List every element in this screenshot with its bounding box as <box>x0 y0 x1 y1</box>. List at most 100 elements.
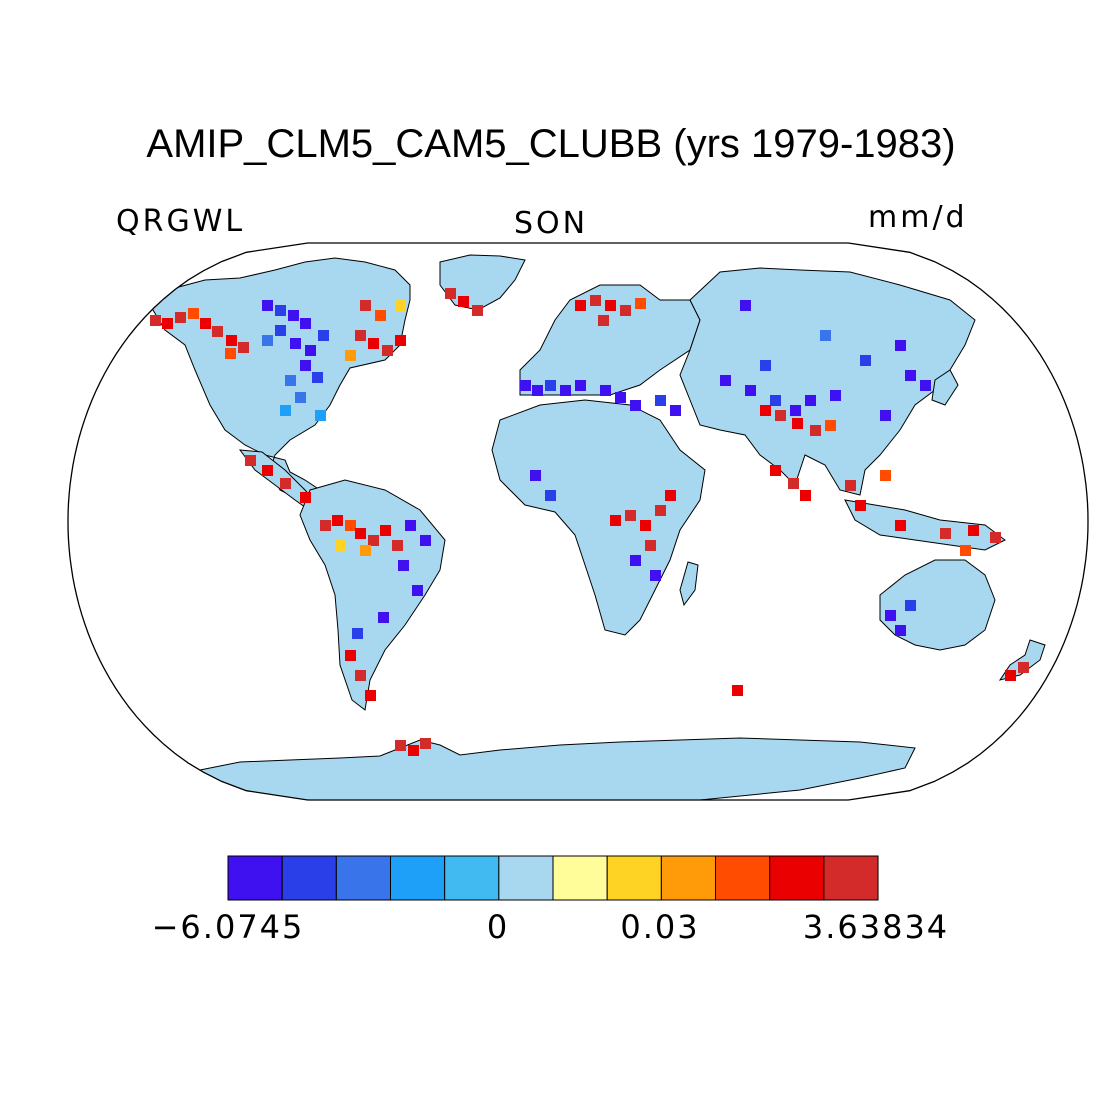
anomaly-cell <box>392 540 403 551</box>
anomaly-cell <box>775 410 786 421</box>
anomaly-cell <box>920 380 931 391</box>
colorbar-label-max: 3.63834 <box>802 908 950 946</box>
anomaly-cell <box>885 610 896 621</box>
anomaly-cell <box>720 375 731 386</box>
anomaly-cell <box>315 410 326 421</box>
colorbar-swatch <box>606 855 662 901</box>
units-label: mm/d <box>868 200 968 235</box>
anomaly-cell <box>905 370 916 381</box>
anomaly-cell <box>640 520 651 531</box>
season-label: SON <box>513 206 589 241</box>
anomaly-cell <box>600 385 611 396</box>
anomaly-cell <box>810 425 821 436</box>
colorbar-swatch <box>281 855 337 901</box>
anomaly-cell <box>855 500 866 511</box>
anomaly-cell <box>630 555 641 566</box>
anomaly-cell <box>226 335 237 346</box>
anomaly-cell <box>845 480 856 491</box>
anomaly-cell <box>355 330 366 341</box>
anomaly-cell <box>420 738 431 749</box>
anomaly-cell <box>770 395 781 406</box>
anomaly-cell <box>665 490 676 501</box>
land-south-america <box>299 479 446 711</box>
anomaly-cell <box>345 350 356 361</box>
land-japan <box>931 369 959 406</box>
colorbar-label-min: −6.0745 <box>151 908 305 946</box>
anomaly-cell <box>458 296 469 307</box>
anomaly-cell <box>285 375 296 386</box>
anomaly-cell <box>300 492 311 503</box>
anomaly-cell <box>560 385 571 396</box>
anomaly-cell <box>472 305 483 316</box>
anomaly-cell <box>345 650 356 661</box>
anomaly-cell <box>262 335 273 346</box>
anomaly-cell <box>990 532 1001 543</box>
anomaly-cell <box>150 315 161 326</box>
anomaly-cell <box>880 470 891 481</box>
anomaly-cell <box>655 505 666 516</box>
anomaly-cell <box>420 535 431 546</box>
anomaly-cell <box>365 690 376 701</box>
anomaly-cell <box>792 418 803 429</box>
anomaly-cell <box>770 465 781 476</box>
anomaly-cell <box>590 295 601 306</box>
anomaly-cell <box>830 390 841 401</box>
colorbar-swatch <box>498 855 554 901</box>
anomaly-cell <box>275 325 286 336</box>
anomaly-cell <box>378 612 389 623</box>
anomaly-cell <box>895 340 906 351</box>
land-asia <box>679 267 976 496</box>
anomaly-cell <box>262 465 273 476</box>
anomaly-cell <box>598 315 609 326</box>
anomaly-cell <box>1018 662 1029 673</box>
colorbar-label-003: 0.03 <box>620 908 700 946</box>
anomaly-cell <box>895 520 906 531</box>
anomaly-cell <box>405 520 416 531</box>
anomaly-cell <box>312 372 323 383</box>
anomaly-cell <box>162 318 173 329</box>
anomaly-cell <box>645 540 656 551</box>
anomaly-cell <box>960 545 971 556</box>
anomaly-cell <box>408 745 419 756</box>
anomaly-cell <box>805 395 816 406</box>
colorbar <box>227 855 879 901</box>
anomaly-cell <box>380 525 391 536</box>
anomaly-cell <box>355 528 366 539</box>
anomaly-cell <box>352 628 363 639</box>
anomaly-cell <box>335 540 346 551</box>
map-border <box>67 242 1089 801</box>
anomaly-cell <box>545 380 556 391</box>
anomaly-cell <box>630 400 641 411</box>
anomaly-cell <box>895 625 906 636</box>
anomaly-cell <box>280 405 291 416</box>
anomaly-cell <box>1005 670 1016 681</box>
land-antarctica <box>198 737 916 800</box>
plot-title: AMIP_CLM5_CAM5_CLUBB (yrs 1979-1983) <box>146 122 956 166</box>
anomaly-cell <box>788 478 799 489</box>
colorbar-swatch <box>390 855 446 901</box>
land-maritime-continent <box>844 499 1006 551</box>
anomaly-cell <box>545 490 556 501</box>
colorbar-swatch <box>335 855 392 901</box>
anomaly-cell <box>188 308 199 319</box>
land-regions <box>149 254 1046 800</box>
anomaly-cell <box>398 560 409 571</box>
anomaly-cell <box>288 310 299 321</box>
anomaly-cell <box>200 318 211 329</box>
anomaly-cell <box>655 395 666 406</box>
anomaly-cell <box>295 392 306 403</box>
anomaly-cell <box>395 300 406 311</box>
colorbar-swatch <box>227 855 283 901</box>
anomaly-cell <box>905 600 916 611</box>
colorbar-swatch <box>552 855 608 901</box>
anomaly-cell <box>670 405 681 416</box>
anomaly-cell <box>360 300 371 311</box>
anomaly-cell <box>760 360 771 371</box>
colorbar-label-zero: 0 <box>486 908 510 946</box>
anomaly-cell <box>650 570 661 581</box>
anomaly-cell <box>382 345 393 356</box>
anomaly-cell <box>745 385 756 396</box>
anomaly-cell <box>225 348 236 359</box>
anomaly-cell <box>635 298 646 309</box>
